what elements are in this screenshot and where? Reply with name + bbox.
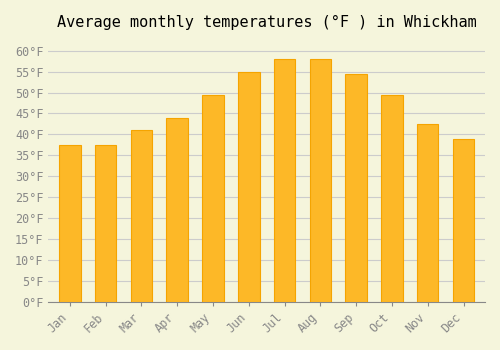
Bar bbox=[417, 124, 438, 302]
Bar bbox=[238, 72, 260, 302]
Bar bbox=[130, 130, 152, 302]
Bar bbox=[95, 145, 116, 302]
Bar bbox=[381, 94, 402, 302]
Title: Average monthly temperatures (°F ) in Whickham: Average monthly temperatures (°F ) in Wh… bbox=[57, 15, 476, 30]
Bar bbox=[310, 59, 331, 302]
Bar bbox=[202, 94, 224, 302]
Bar bbox=[346, 74, 367, 302]
Bar bbox=[59, 145, 80, 302]
Bar bbox=[453, 139, 474, 302]
Bar bbox=[274, 59, 295, 302]
Bar bbox=[166, 118, 188, 302]
